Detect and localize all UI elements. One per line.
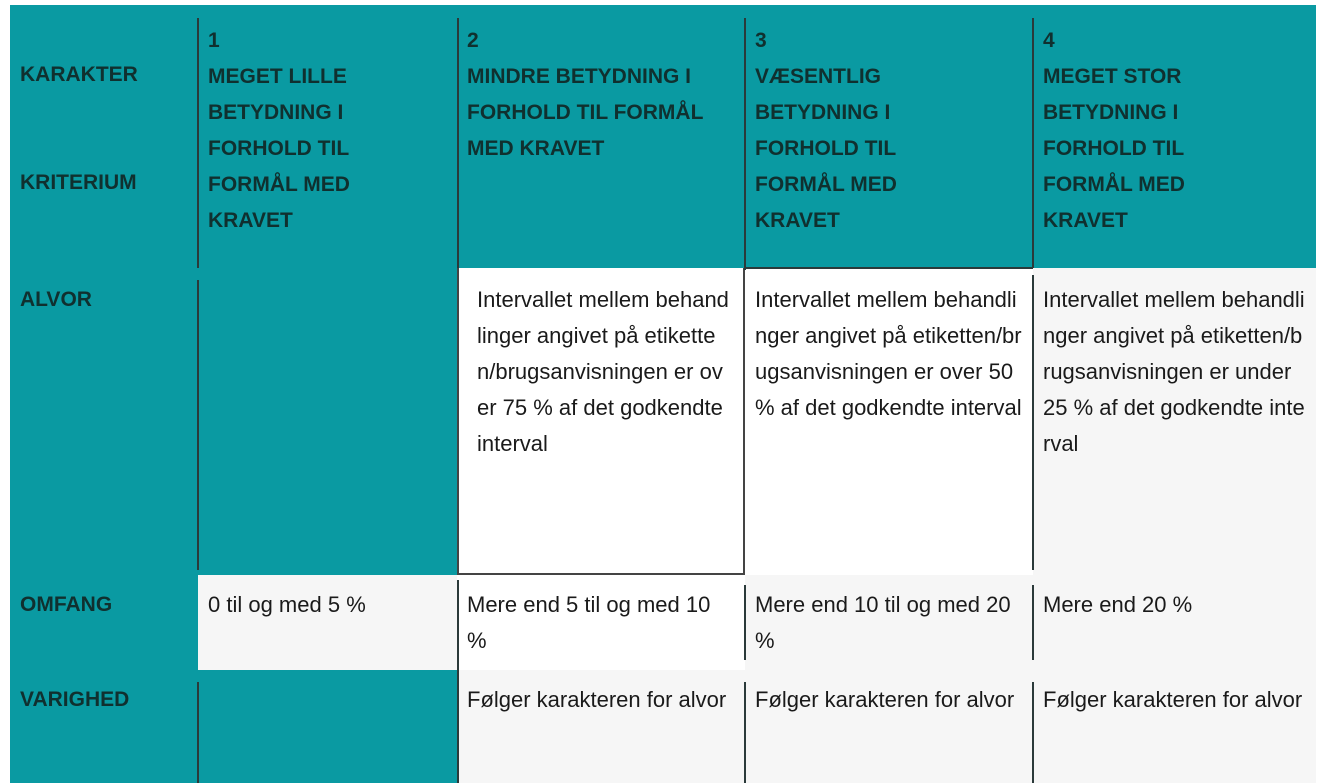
- criterion-alvor: ALVOR: [10, 268, 198, 575]
- grade-number: 1: [208, 29, 220, 52]
- column-divider: [1032, 18, 1034, 268]
- criterion-omfang: OMFANG: [10, 575, 198, 670]
- alvor-grade-2: Intervallet mellem behandlinger angivet …: [457, 268, 745, 575]
- corner-karakter: KARAKTER: [20, 63, 138, 86]
- corner-kriterium: KRITERIUM: [20, 171, 137, 194]
- grade-header-4: 4 MEGET STOR BETYDNING I FORHOLD TIL FOR…: [1033, 5, 1316, 268]
- column-divider: [197, 682, 199, 783]
- varighed-grade-1: [198, 670, 457, 783]
- varighed-grade-2: Følger karakteren for alvor: [457, 670, 745, 783]
- grade-number: 4: [1043, 29, 1055, 52]
- criterion-varighed: VARIGHED: [10, 670, 198, 783]
- column-divider: [744, 585, 746, 660]
- alvor-grade-4: Intervallet mellem behandlinger angivet …: [1033, 268, 1316, 575]
- column-divider: [1032, 585, 1034, 660]
- varighed-grade-3: Følger karakteren for alvor: [745, 670, 1033, 783]
- column-divider: [197, 280, 199, 570]
- alvor-grade-1: [198, 268, 457, 575]
- varighed-grade-4: Følger karakteren for alvor: [1033, 670, 1316, 783]
- row-divider: [745, 267, 1033, 269]
- column-divider: [457, 580, 459, 783]
- grade-header-3: 3 VÆSENTLIG BETYDNING I FORHOLD TIL FORM…: [745, 5, 1033, 268]
- grade-header-1: 1 MEGET LILLE BETYDNING I FORHOLD TIL FO…: [198, 5, 457, 268]
- omfang-grade-1: 0 til og med 5 %: [198, 575, 457, 670]
- column-divider: [1032, 275, 1034, 570]
- grade-label: MEGET STOR BETYDNING I FORHOLD TIL FORMÅ…: [1043, 65, 1185, 232]
- grade-label: MINDRE BETYDNING I FORHOLD TIL FORMÅL ME…: [467, 65, 704, 160]
- omfang-grade-4: Mere end 20 %: [1033, 575, 1316, 670]
- column-divider: [744, 682, 746, 783]
- column-divider: [197, 18, 199, 268]
- column-divider: [1032, 682, 1034, 783]
- grade-number: 2: [467, 29, 479, 52]
- alvor-grade-3: Intervallet mellem behandlinger angivet …: [745, 268, 1033, 575]
- omfang-grade-3: Mere end 10 til og med 20 %: [745, 575, 1033, 670]
- grade-label: VÆSENTLIG BETYDNING I FORHOLD TIL FORMÅL…: [755, 65, 897, 232]
- grade-header-2: 2 MINDRE BETYDNING I FORHOLD TIL FORMÅL …: [457, 5, 745, 268]
- grade-label: MEGET LILLE BETYDNING I FORHOLD TIL FORM…: [208, 65, 350, 232]
- omfang-grade-2: Mere end 5 til og med 10 %: [457, 575, 745, 670]
- corner-header: KARAKTER KRITERIUM: [10, 5, 198, 268]
- column-divider: [744, 18, 746, 270]
- column-divider: [457, 18, 459, 268]
- grade-number: 3: [755, 29, 767, 52]
